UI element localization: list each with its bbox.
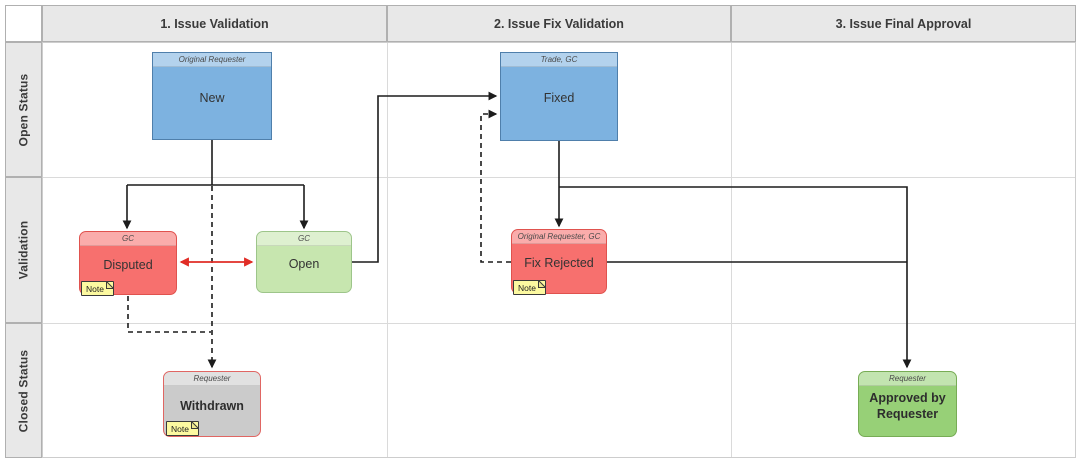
column-divider-2 — [731, 43, 732, 457]
column-header-issue-final-approval: 3. Issue Final Approval — [731, 5, 1076, 42]
node-open: GC Open — [256, 231, 352, 293]
note-label: Note — [171, 423, 189, 434]
node-fixed-role: Trade, GC — [501, 53, 617, 67]
note-fold-icon — [106, 281, 114, 289]
node-disputed: GC Disputed Note — [79, 231, 177, 296]
lane-divider-1 — [43, 177, 1075, 178]
node-new: Original Requester New — [152, 52, 272, 140]
node-withdrawn-label: Withdrawn — [180, 398, 244, 413]
node-approved-by-requester: Requester Approved by Requester — [858, 371, 957, 437]
lane-label-validation: Validation — [5, 177, 42, 323]
node-open-label: Open — [288, 256, 320, 271]
note-fold-icon — [538, 280, 546, 288]
node-disputed-role: GC — [80, 232, 176, 246]
node-fix-rejected-role: Original Requester, GC — [512, 230, 606, 244]
node-new-role: Original Requester — [153, 53, 271, 67]
node-withdrawn-role: Requester — [164, 372, 260, 386]
node-fix-rejected: Original Requester, GC Fix Rejected Note — [511, 229, 607, 295]
note-sticky: Note — [513, 280, 546, 295]
lane-label-open-status-text: Open Status — [16, 73, 31, 146]
corner-cell — [5, 5, 42, 42]
note-sticky: Note — [166, 421, 199, 436]
note-label: Note — [518, 282, 536, 293]
node-approved-label: Approved by Requester — [869, 390, 946, 421]
column-header-issue-fix-validation: 2. Issue Fix Validation — [387, 5, 731, 42]
lane-label-closed-status-text: Closed Status — [16, 349, 31, 432]
node-fixed: Trade, GC Fixed — [500, 52, 618, 141]
note-fold-icon — [191, 421, 199, 429]
node-withdrawn: Requester Withdrawn Note — [163, 371, 261, 437]
lane-label-closed-status: Closed Status — [5, 323, 42, 458]
column-header-issue-validation: 1. Issue Validation — [42, 5, 387, 42]
note-label: Note — [86, 283, 104, 294]
note-sticky: Note — [81, 281, 114, 296]
lane-label-open-status: Open Status — [5, 42, 42, 177]
lane-divider-2 — [43, 323, 1075, 324]
node-disputed-label: Disputed — [103, 257, 153, 272]
node-open-role: GC — [257, 232, 351, 246]
lane-label-validation-text: Validation — [16, 220, 31, 280]
column-divider-1 — [387, 43, 388, 457]
node-approved-role: Requester — [859, 372, 956, 386]
node-new-label: New — [199, 90, 225, 105]
node-fixed-label: Fixed — [543, 91, 575, 106]
